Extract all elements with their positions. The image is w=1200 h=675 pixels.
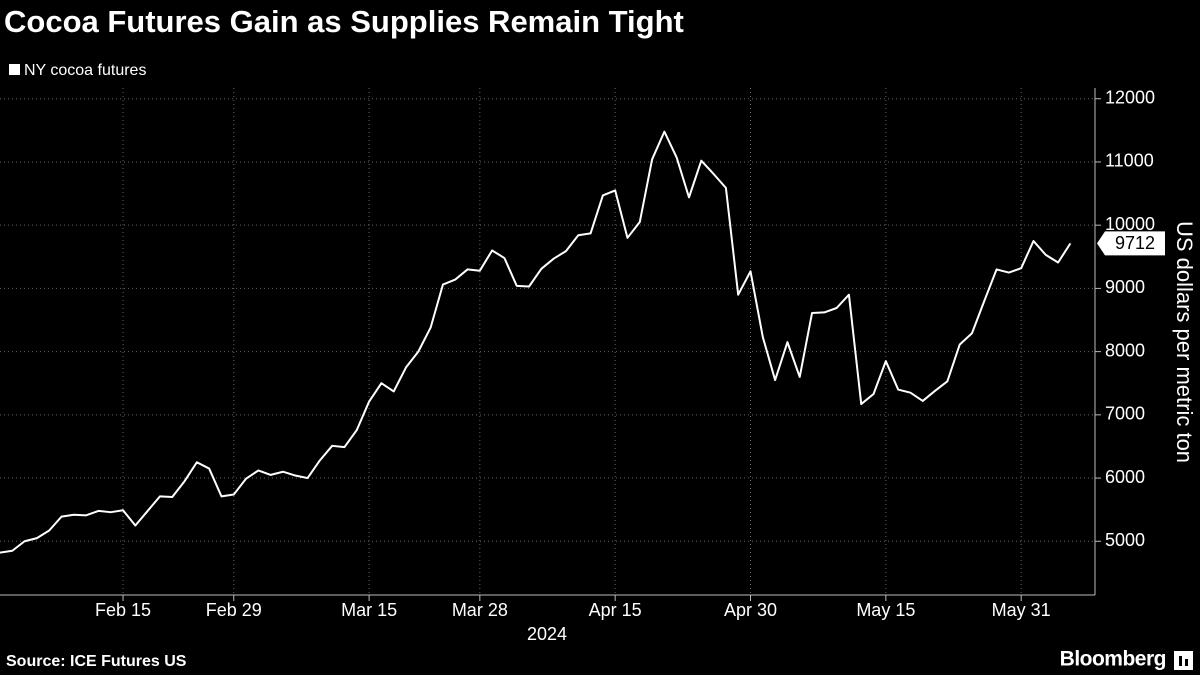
y-tick-label: 9000 <box>1105 277 1145 297</box>
legend-swatch <box>9 64 20 75</box>
x-tick-label: Feb 15 <box>95 600 151 620</box>
legend-label: NY cocoa futures <box>24 62 146 79</box>
y-axis-label: US dollars per metric ton <box>1172 221 1197 463</box>
x-tick-label: May 15 <box>856 600 915 620</box>
x-tick-label: Apr 30 <box>724 600 777 620</box>
value-label: 9712 <box>1115 233 1155 253</box>
x-tick-label: Mar 15 <box>341 600 397 620</box>
value-label-box <box>1097 231 1165 256</box>
x-axis-label: 2024 <box>527 624 567 644</box>
y-tick-label: 10000 <box>1105 214 1155 234</box>
brand: Bloomberg <box>1060 648 1166 671</box>
x-tick-label: Feb 29 <box>206 600 262 620</box>
y-tick-label: 11000 <box>1105 151 1154 171</box>
y-tick-label: 6000 <box>1105 467 1145 487</box>
brand-icon-bar <box>1179 656 1182 666</box>
chart-title: Cocoa Futures Gain as Supplies Remain Ti… <box>4 4 684 39</box>
source: Source: ICE Futures US <box>6 653 187 670</box>
y-tick-label: 12000 <box>1105 87 1155 107</box>
brand-icon-bar <box>1185 659 1188 666</box>
x-tick-label: Apr 15 <box>589 600 642 620</box>
line-series <box>0 130 1072 554</box>
y-tick-label: 8000 <box>1105 340 1145 360</box>
brand-icon <box>1174 651 1193 670</box>
y-tick-label: 5000 <box>1105 530 1145 550</box>
y-tick-label: 7000 <box>1105 404 1145 424</box>
x-tick-label: May 31 <box>992 600 1051 620</box>
x-tick-label: Mar 28 <box>452 600 508 620</box>
